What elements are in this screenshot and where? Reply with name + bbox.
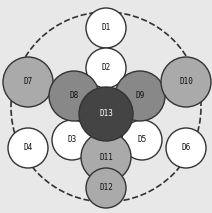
Text: D1: D1 (101, 23, 111, 33)
Circle shape (79, 87, 133, 141)
Circle shape (8, 128, 48, 168)
Text: D5: D5 (137, 135, 147, 144)
Circle shape (52, 120, 92, 160)
Circle shape (86, 8, 126, 48)
Circle shape (11, 12, 201, 202)
Text: D9: D9 (135, 92, 145, 101)
Text: D7: D7 (23, 78, 33, 86)
Text: D12: D12 (99, 184, 113, 193)
Circle shape (3, 57, 53, 107)
Circle shape (161, 57, 211, 107)
Text: D11: D11 (99, 153, 113, 161)
Text: D2: D2 (101, 63, 111, 72)
Circle shape (86, 48, 126, 88)
Circle shape (122, 120, 162, 160)
Text: D10: D10 (179, 78, 193, 86)
Circle shape (49, 71, 99, 121)
Text: D4: D4 (23, 144, 33, 153)
Circle shape (86, 168, 126, 208)
Text: D8: D8 (69, 92, 79, 101)
Circle shape (81, 132, 131, 182)
Circle shape (166, 128, 206, 168)
Circle shape (115, 71, 165, 121)
Text: D3: D3 (67, 135, 77, 144)
Text: D6: D6 (181, 144, 191, 153)
Text: D13: D13 (99, 109, 113, 118)
